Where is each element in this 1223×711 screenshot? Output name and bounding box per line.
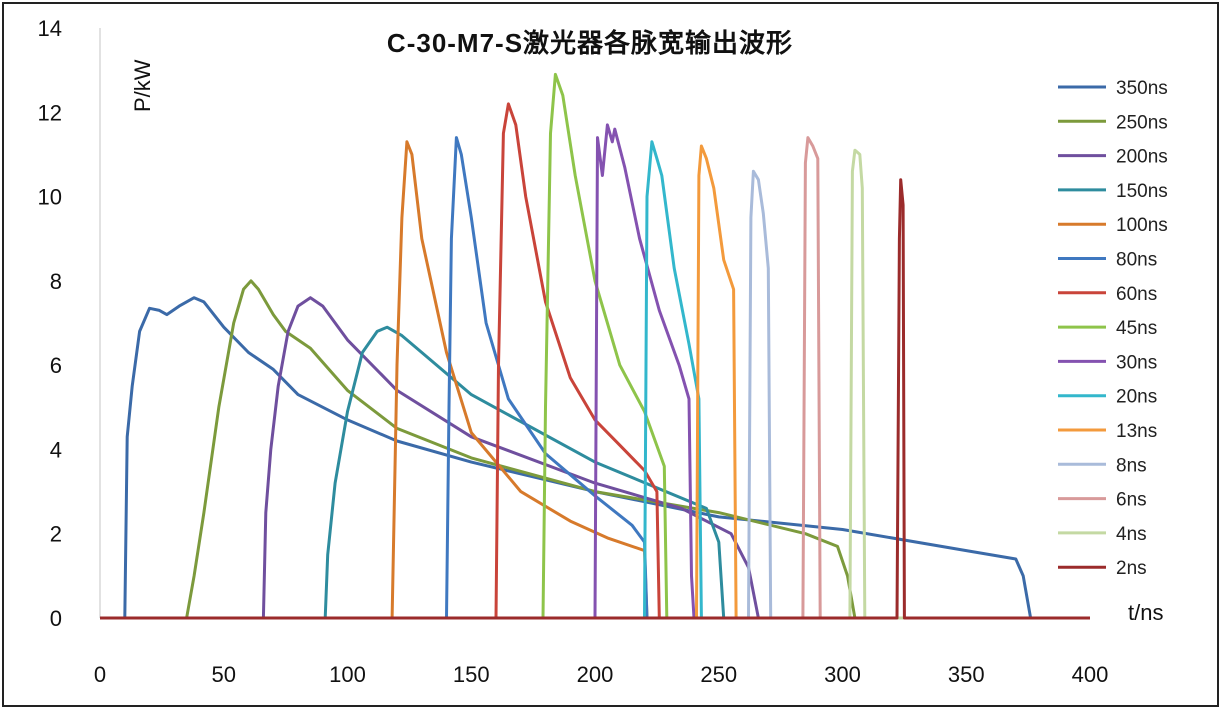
- chart-title: C-30-M7-S激光器各脉宽输出波形: [387, 28, 793, 58]
- legend-label: 4ns: [1116, 524, 1147, 545]
- series-line-250ns: [100, 279, 1090, 620]
- y-tick-label: 12: [38, 100, 62, 125]
- y-tick-label: 2: [50, 522, 62, 547]
- series-line-60ns: [100, 102, 1090, 620]
- series-line-6ns: [100, 136, 1090, 620]
- legend-label: 45ns: [1116, 318, 1157, 339]
- legend-label: 60ns: [1116, 284, 1157, 305]
- legend-label: 13ns: [1116, 421, 1157, 442]
- series-line-8ns: [100, 169, 1090, 620]
- legend-label: 150ns: [1116, 181, 1168, 202]
- legend-label: 200ns: [1116, 147, 1168, 168]
- legend: 350ns 250ns 200ns 150ns 100ns 80ns 60ns 45ns 30n…: [1058, 78, 1168, 579]
- legend-label: 6ns: [1116, 490, 1147, 511]
- series-line-13ns: [100, 144, 1090, 620]
- y-tick-label: 4: [50, 437, 62, 462]
- x-tick-label: 50: [212, 662, 236, 687]
- series-line-4ns: [100, 148, 1090, 620]
- x-tick-label: 350: [948, 662, 985, 687]
- series-line-20ns: [100, 140, 1090, 620]
- y-tick-label: 14: [38, 16, 62, 41]
- x-tick-label: 400: [1072, 662, 1109, 687]
- legend-label: 2ns: [1116, 558, 1147, 579]
- series-line-45ns: [100, 72, 1090, 620]
- y-axis-label: P/kW: [130, 59, 155, 112]
- legend-label: 80ns: [1116, 250, 1157, 271]
- series-line-100ns: [100, 140, 1090, 620]
- x-tick-label: 100: [329, 662, 366, 687]
- x-tick-label: 300: [824, 662, 861, 687]
- y-tick-label: 6: [50, 353, 62, 378]
- series-line-150ns: [100, 325, 1090, 620]
- y-tick-label: 10: [38, 185, 62, 210]
- y-tick-label: 0: [50, 606, 62, 631]
- series-line-2ns: [100, 178, 1090, 620]
- legend-label: 8ns: [1116, 455, 1147, 476]
- legend-label: 20ns: [1116, 387, 1157, 408]
- legend-label: 250ns: [1116, 112, 1168, 133]
- x-tick-label: 150: [453, 662, 490, 687]
- y-tick-label: 8: [50, 269, 62, 294]
- series-line-80ns: [100, 136, 1090, 620]
- legend-label: 100ns: [1116, 215, 1168, 236]
- x-tick-label: 200: [577, 662, 614, 687]
- x-tick-label: 0: [94, 662, 106, 687]
- x-tick-label: 250: [700, 662, 737, 687]
- x-axis-label: t/ns: [1128, 600, 1163, 625]
- series-line-200ns: [100, 296, 1090, 620]
- legend-label: 30ns: [1116, 352, 1157, 373]
- series-line-350ns: [100, 296, 1090, 620]
- series-line-30ns: [100, 123, 1090, 620]
- legend-label: 350ns: [1116, 78, 1168, 99]
